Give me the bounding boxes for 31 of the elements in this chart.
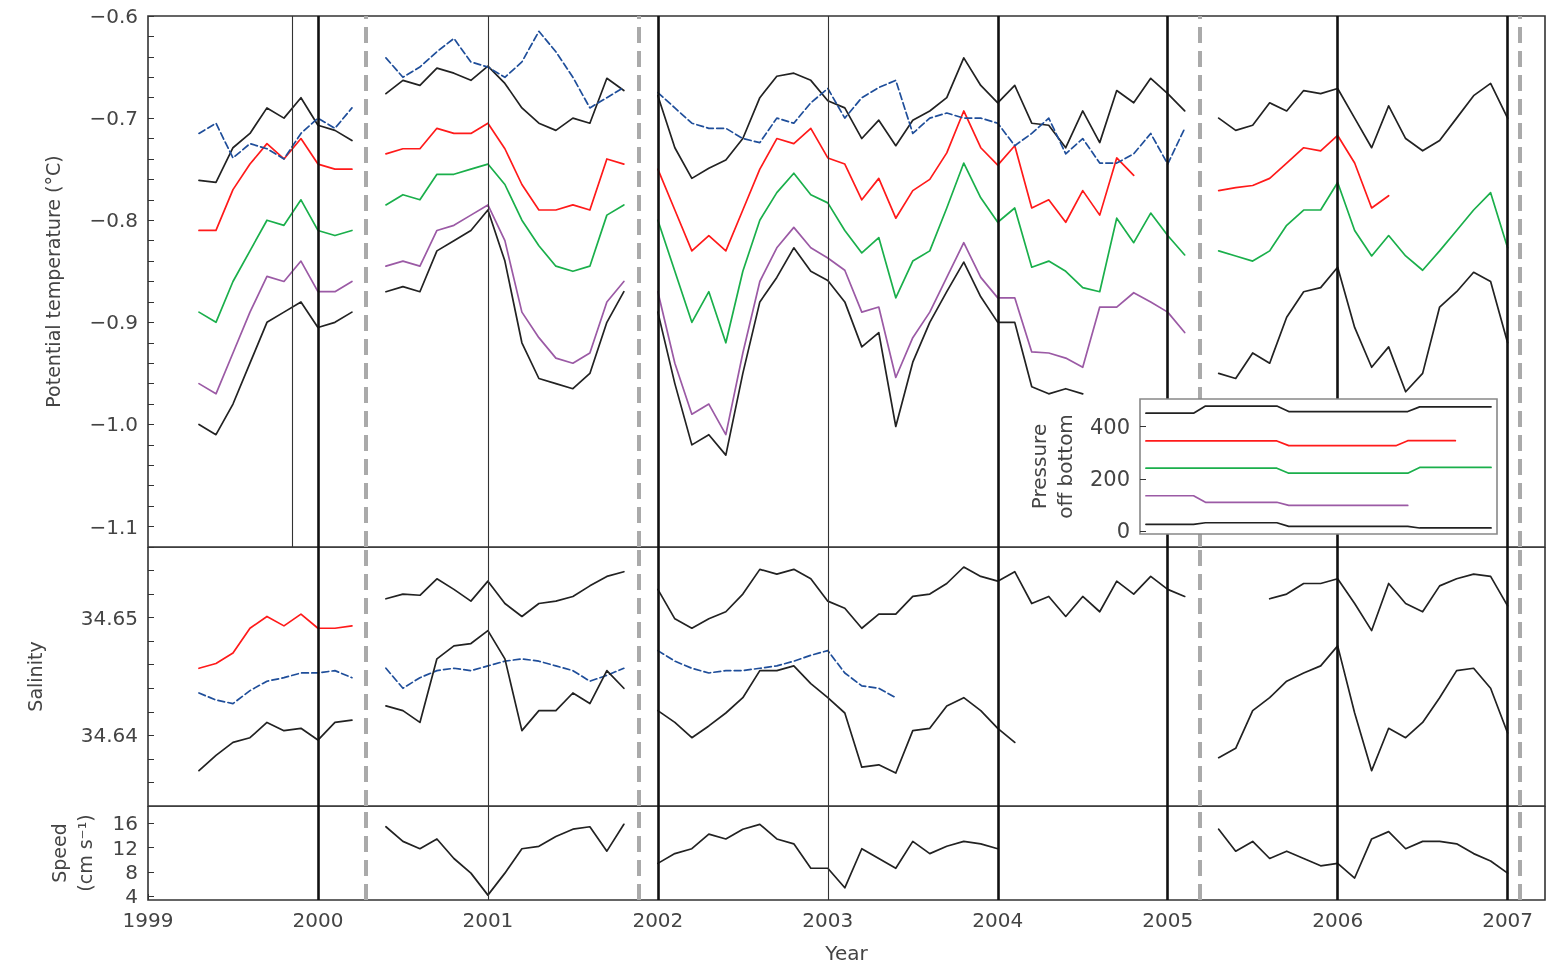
x-tick-label: 2001 — [462, 908, 514, 932]
x-tick-label: 2000 — [292, 908, 344, 932]
y-tick-label: 0 — [1116, 519, 1130, 544]
y-tick-label: 8 — [125, 859, 138, 884]
y-tick-label: 4 — [125, 884, 138, 909]
x-tick-label: 2006 — [1312, 908, 1364, 932]
x-tick-label: 2002 — [632, 908, 684, 932]
x-tick-label: 2003 — [802, 908, 854, 932]
y-tick-label: 12 — [112, 835, 138, 860]
y-tick-label: −1.1 — [89, 514, 138, 539]
y-tick-label: −0.9 — [89, 310, 138, 335]
y-tick-label: 16 — [112, 811, 138, 836]
y-axis-title: Pressure off bottom — [1027, 414, 1077, 519]
x-tick-label: 2005 — [1142, 908, 1194, 932]
y-axis-title: Salinity — [24, 641, 46, 712]
y-tick-label: 34.65 — [80, 605, 138, 630]
x-tick-label: 1999 — [122, 908, 174, 932]
x-tick-label: 2007 — [1482, 908, 1534, 932]
y-tick-label: 34.64 — [80, 723, 138, 748]
y-tick-label: −0.8 — [89, 208, 138, 233]
y-axis-title: Speed (cm s⁻¹) — [48, 814, 96, 892]
y-tick-label: −0.7 — [89, 106, 138, 131]
line-series — [198, 613, 353, 670]
y-tick-label: 400 — [1089, 414, 1130, 439]
y-tick-label: −0.6 — [89, 4, 138, 28]
x-axis-title: Year — [824, 941, 869, 965]
line-series — [1145, 405, 1492, 415]
y-tick-label: −1.0 — [89, 412, 138, 437]
x-tick-label: 2004 — [972, 908, 1024, 932]
y-axis-title: Potential temperature (°C) — [42, 155, 64, 408]
y-tick-label: 200 — [1089, 466, 1130, 491]
